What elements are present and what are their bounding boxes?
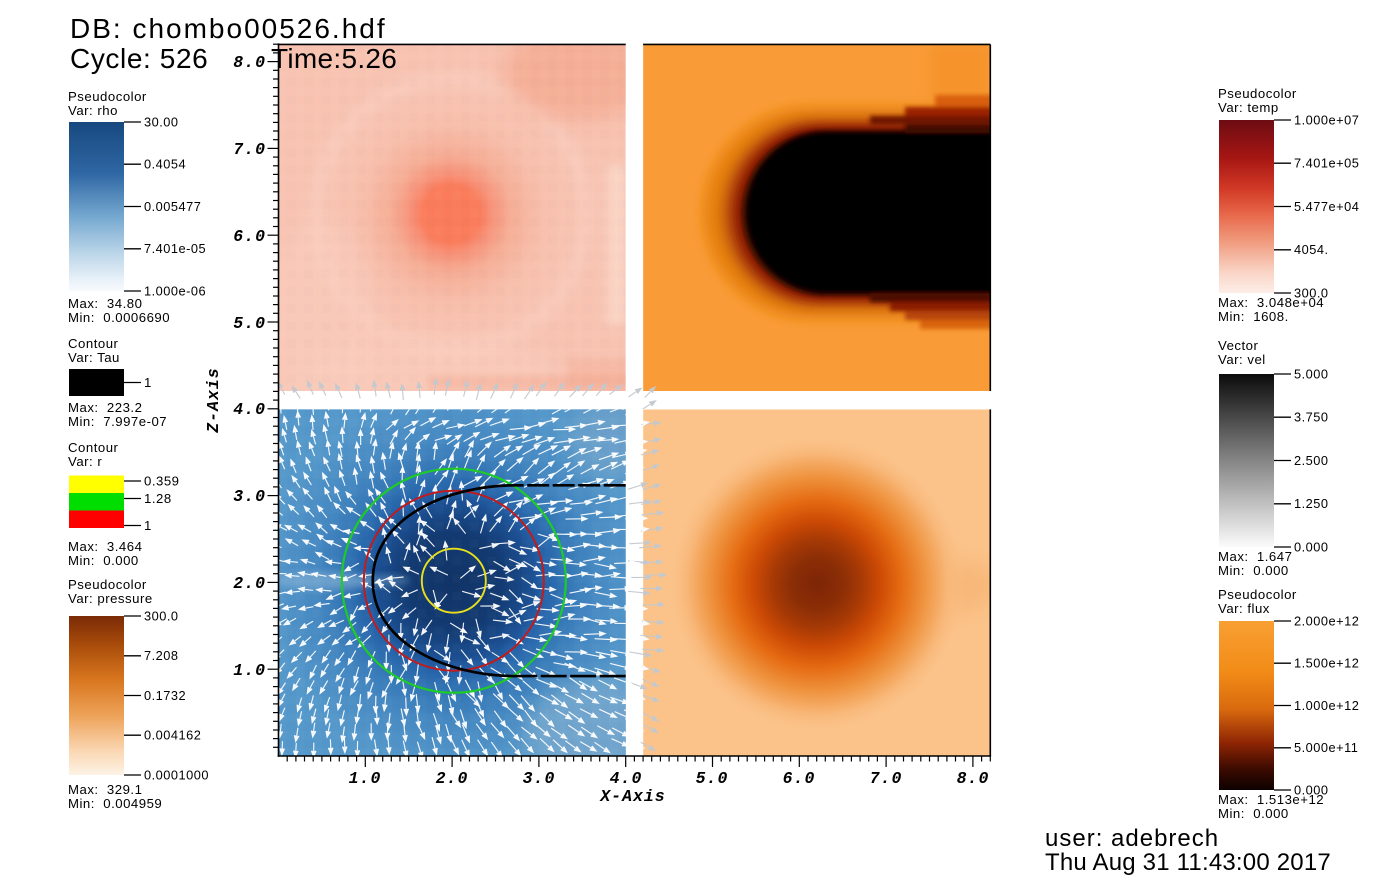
- svg-text:7.401e+05: 7.401e+05: [1294, 156, 1359, 171]
- svg-text:7.0: 7.0: [233, 140, 266, 159]
- svg-text:2.000e+12: 2.000e+12: [1294, 613, 1359, 628]
- svg-text:5.477e+04: 5.477e+04: [1294, 199, 1359, 214]
- svg-text:X-Axis: X-Axis: [599, 787, 665, 806]
- svg-text:8.0: 8.0: [957, 769, 990, 788]
- svg-text:Max: 1.513e+12: Max: 1.513e+12: [1218, 792, 1324, 807]
- svg-text:1: 1: [144, 518, 152, 533]
- svg-text:2.500: 2.500: [1294, 453, 1329, 468]
- svg-text:Min: 0.000: Min: 0.000: [1218, 563, 1289, 578]
- svg-text:Cycle: 526: Cycle: 526: [70, 43, 208, 74]
- svg-text:Min: 0.000: Min: 0.000: [68, 553, 139, 568]
- svg-text:Min: 7.997e-07: Min: 7.997e-07: [68, 414, 167, 429]
- svg-text:7.401e-05: 7.401e-05: [144, 241, 206, 256]
- svg-text:3.0: 3.0: [523, 769, 556, 788]
- svg-text:Min: 0.000: Min: 0.000: [1218, 806, 1289, 821]
- svg-text:Pseudocolor: Pseudocolor: [68, 577, 147, 592]
- svg-text:Max: 1.647: Max: 1.647: [1218, 549, 1292, 564]
- svg-text:1.0: 1.0: [349, 769, 382, 788]
- svg-text:0.000: 0.000: [1294, 782, 1329, 797]
- svg-text:5.000e+11: 5.000e+11: [1294, 740, 1358, 755]
- svg-text:1: 1: [144, 375, 152, 390]
- svg-text:DB: chombo00526.hdf: DB: chombo00526.hdf: [70, 13, 387, 44]
- svg-text:Max: 329.1: Max: 329.1: [68, 782, 142, 797]
- svg-text:1.250: 1.250: [1294, 496, 1329, 511]
- svg-text:Var: Tau: Var: Tau: [68, 350, 120, 365]
- svg-text:Min: 0.0006690: Min: 0.0006690: [68, 310, 170, 325]
- svg-text:1.000e-06: 1.000e-06: [144, 283, 206, 298]
- svg-text:3.0: 3.0: [233, 487, 266, 506]
- svg-text:Min: 1608.: Min: 1608.: [1218, 309, 1289, 324]
- svg-text:Var: r: Var: r: [68, 454, 102, 469]
- svg-text:0.005477: 0.005477: [144, 199, 201, 214]
- svg-text:0.1732: 0.1732: [144, 688, 186, 703]
- svg-text:Contour: Contour: [68, 440, 119, 455]
- svg-text:1.000e+12: 1.000e+12: [1294, 698, 1359, 713]
- svg-text:Max: 223.2: Max: 223.2: [68, 400, 142, 415]
- svg-text:Var: rho: Var: rho: [68, 103, 118, 118]
- svg-text:Max: 3.048e+04: Max: 3.048e+04: [1218, 295, 1324, 310]
- svg-text:1.500e+12: 1.500e+12: [1294, 656, 1359, 671]
- svg-text:0.000: 0.000: [1294, 539, 1329, 554]
- svg-text:Time:5.26: Time:5.26: [271, 43, 397, 74]
- svg-text:Pseudocolor: Pseudocolor: [1218, 587, 1297, 602]
- svg-text:2.0: 2.0: [436, 769, 469, 788]
- svg-text:300.0: 300.0: [144, 608, 179, 623]
- svg-text:Pseudocolor: Pseudocolor: [1218, 86, 1297, 101]
- svg-text:Max: 3.464: Max: 3.464: [68, 539, 142, 554]
- svg-text:4.0: 4.0: [233, 400, 266, 419]
- svg-text:4054.: 4054.: [1294, 242, 1329, 257]
- svg-text:5.0: 5.0: [696, 769, 729, 788]
- svg-text:1.000e+07: 1.000e+07: [1294, 112, 1359, 127]
- svg-text:Thu Aug 31 11:43:00 2017: Thu Aug 31 11:43:00 2017: [1045, 849, 1331, 876]
- svg-text:Z-Axis: Z-Axis: [204, 367, 223, 433]
- svg-text:Pseudocolor: Pseudocolor: [68, 89, 147, 104]
- svg-text:0.0001000: 0.0001000: [144, 767, 209, 782]
- svg-text:4.0: 4.0: [610, 769, 643, 788]
- svg-text:300.0: 300.0: [1294, 285, 1329, 300]
- svg-text:Contour: Contour: [68, 336, 119, 351]
- svg-text:0.4054: 0.4054: [144, 157, 186, 172]
- svg-text:5.0: 5.0: [233, 314, 266, 333]
- svg-text:Vector: Vector: [1218, 338, 1258, 353]
- svg-text:Var: vel: Var: vel: [1218, 352, 1266, 367]
- svg-text:5.000: 5.000: [1294, 366, 1329, 381]
- svg-text:0.359: 0.359: [144, 474, 180, 489]
- svg-text:Min: 0.004959: Min: 0.004959: [68, 796, 162, 811]
- svg-text:8.0: 8.0: [233, 53, 266, 72]
- svg-text:user: adebrech: user: adebrech: [1045, 825, 1219, 852]
- svg-text:3.750: 3.750: [1294, 410, 1329, 425]
- svg-text:30.00: 30.00: [144, 114, 179, 129]
- svg-text:1.0: 1.0: [233, 661, 266, 680]
- svg-text:Var: flux: Var: flux: [1218, 601, 1270, 616]
- svg-text:1.28: 1.28: [144, 491, 172, 506]
- svg-text:Max: 34.80: Max: 34.80: [68, 296, 142, 311]
- svg-text:Var: temp: Var: temp: [1218, 100, 1279, 115]
- svg-text:Var: pressure: Var: pressure: [68, 591, 153, 606]
- svg-text:7.0: 7.0: [870, 769, 903, 788]
- svg-text:0.004162: 0.004162: [144, 728, 201, 743]
- svg-text:6.0: 6.0: [783, 769, 816, 788]
- svg-text:2.0: 2.0: [233, 574, 266, 593]
- svg-text:7.208: 7.208: [144, 648, 179, 663]
- svg-text:6.0: 6.0: [233, 227, 266, 246]
